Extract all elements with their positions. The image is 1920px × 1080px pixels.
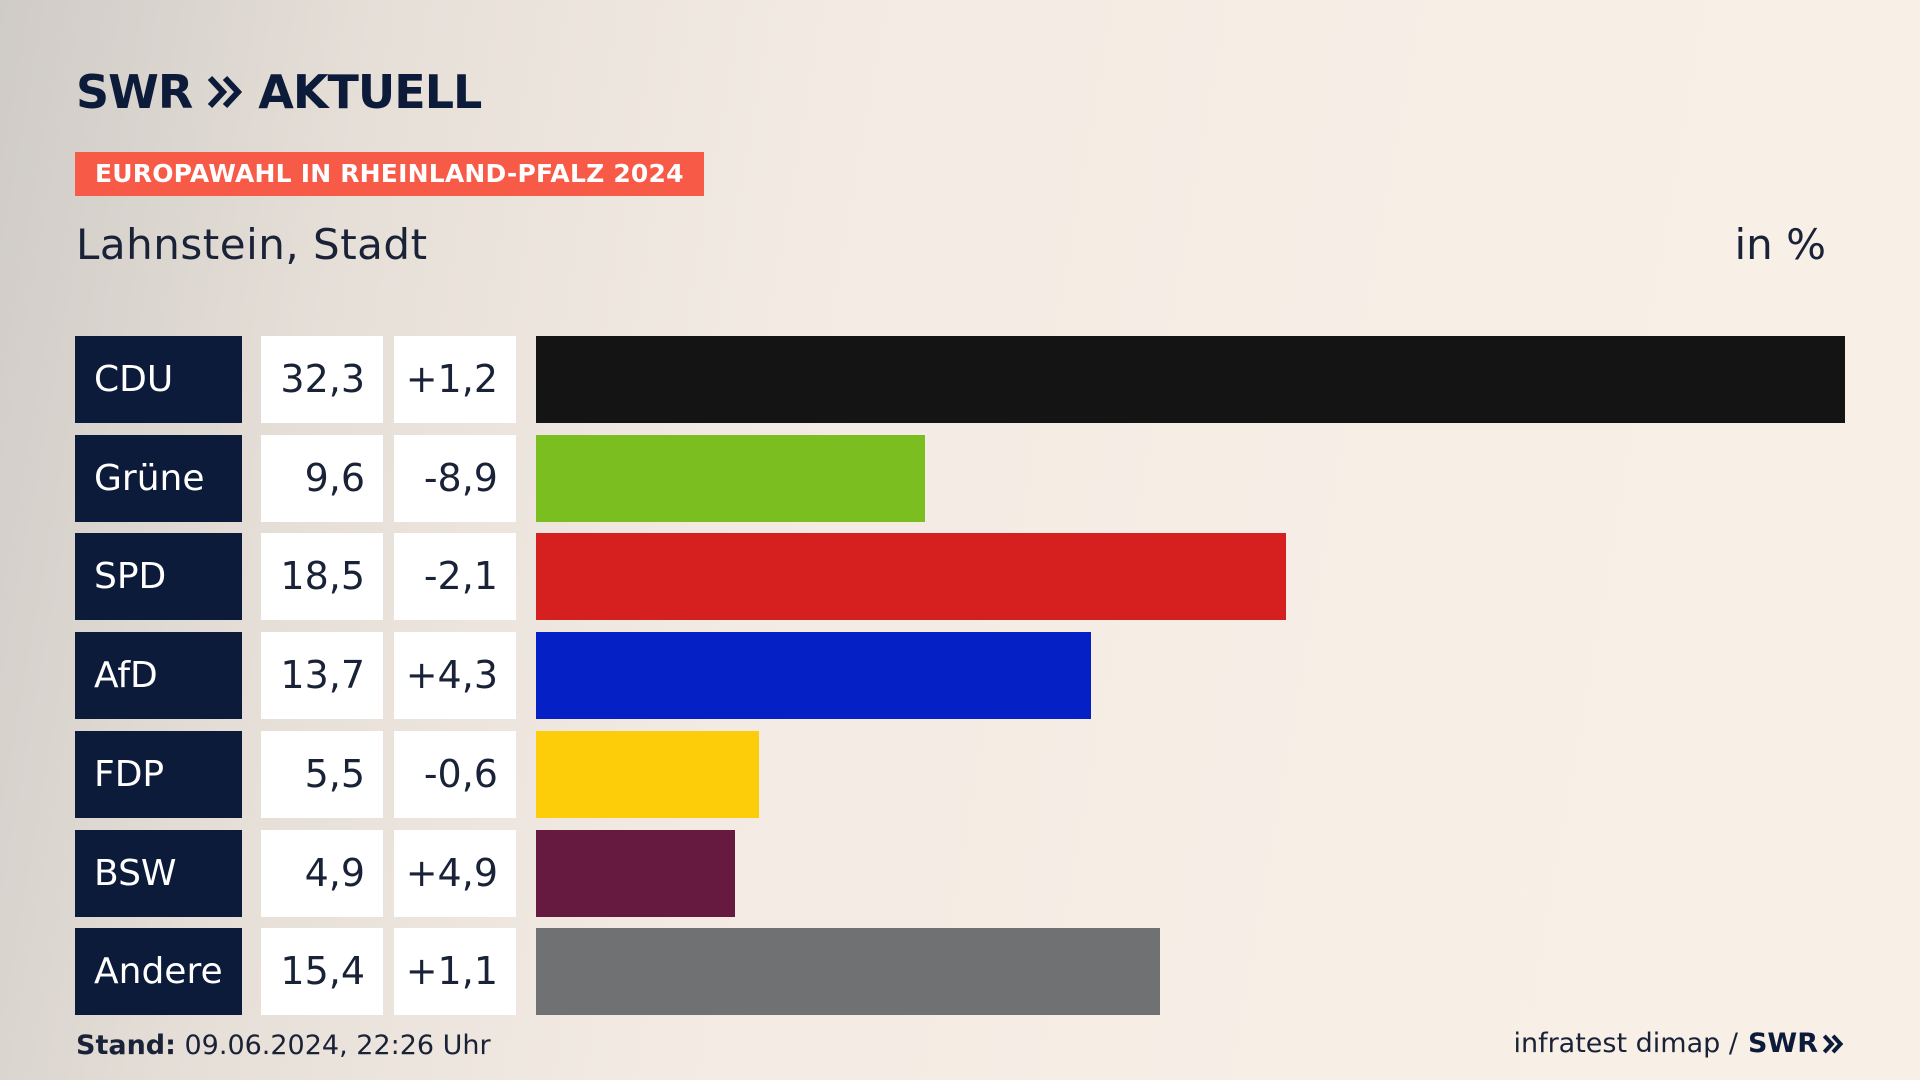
logo-aktuell: AKTUELL — [258, 65, 482, 119]
change-label: -0,6 — [394, 730, 516, 818]
result-bar — [536, 533, 1286, 621]
stand-value: 09.06.2024, 22:26 Uhr — [175, 1030, 491, 1061]
result-bar — [536, 829, 735, 917]
logo-swr: SWR — [76, 65, 193, 119]
value-label: 13,7 — [261, 632, 383, 720]
value-label: 15,4 — [261, 928, 383, 1016]
swr-small-text: SWR — [1747, 1028, 1818, 1059]
change-label: +1,1 — [394, 928, 516, 1016]
change-label: +4,9 — [394, 829, 516, 917]
party-label: FDP — [75, 730, 242, 818]
result-row: BSW 4,9 +4,9 — [75, 829, 1845, 917]
swr-aktuell-logo: SWR AKTUELL — [76, 65, 482, 119]
value-label: 5,5 — [261, 730, 383, 818]
change-label: +4,3 — [394, 632, 516, 720]
chevron-double-small-icon — [1822, 1034, 1844, 1053]
party-label: BSW — [75, 829, 242, 917]
swr-small-logo: SWR — [1748, 1028, 1844, 1059]
result-row: SPD 18,5 -2,1 — [75, 533, 1845, 621]
election-tag: EUROPAWAHL IN RHEINLAND-PFALZ 2024 — [75, 152, 704, 196]
source-text: infratest dimap / — [1513, 1028, 1738, 1059]
result-bar — [536, 730, 759, 818]
chevron-double-icon — [208, 75, 243, 109]
party-label: SPD — [75, 533, 242, 621]
result-bar — [536, 434, 926, 522]
party-label: Andere — [75, 928, 242, 1016]
result-row: Grüne 9,6 -8,9 — [75, 434, 1845, 522]
result-row: Andere 15,4 +1,1 — [75, 928, 1845, 1016]
stand-label: Stand: — [76, 1030, 176, 1061]
change-label: -8,9 — [394, 434, 516, 522]
value-label: 9,6 — [261, 434, 383, 522]
source-credit: infratest dimap / SWR — [1513, 1028, 1844, 1059]
party-label: AfD — [75, 632, 242, 720]
party-label: CDU — [75, 336, 242, 423]
result-bar — [536, 928, 1161, 1016]
value-label: 32,3 — [261, 336, 383, 423]
result-bar — [536, 336, 1845, 423]
result-row: AfD 13,7 +4,3 — [75, 632, 1845, 720]
value-label: 18,5 — [261, 533, 383, 621]
value-label: 4,9 — [261, 829, 383, 917]
result-row: CDU 32,3 +1,2 — [75, 336, 1845, 423]
result-row: FDP 5,5 -0,6 — [75, 730, 1845, 818]
party-label: Grüne — [75, 434, 242, 522]
change-label: +1,2 — [394, 336, 516, 423]
change-label: -2,1 — [394, 533, 516, 621]
result-bar — [536, 632, 1092, 720]
chart-subtitle: Lahnstein, Stadt — [76, 220, 428, 269]
timestamp: Stand: 09.06.2024, 22:26 Uhr — [76, 1030, 491, 1061]
unit-label: in % — [1734, 220, 1826, 269]
